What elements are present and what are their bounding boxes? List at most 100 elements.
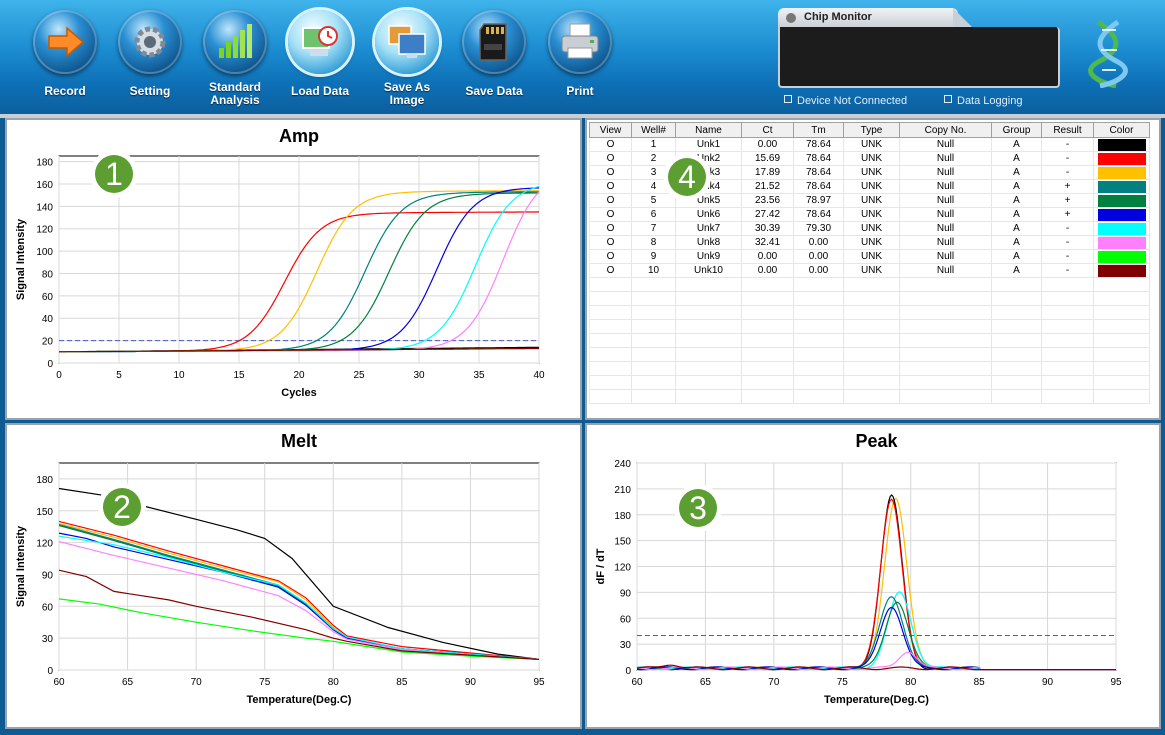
y-tick-label: 0	[625, 666, 631, 677]
table-row[interactable]	[589, 319, 1150, 334]
table-cell	[793, 375, 844, 390]
table-cell	[675, 277, 742, 292]
x-tick-label: 75	[837, 677, 849, 688]
print-label: Print	[566, 84, 594, 98]
marker-badge	[103, 488, 141, 526]
table-row[interactable]	[589, 347, 1150, 362]
column-header[interactable]: Group	[991, 122, 1042, 138]
table-cell	[1093, 263, 1150, 278]
saveimg-button[interactable]: Save As Image	[365, 8, 449, 108]
setting-button[interactable]: Setting	[108, 8, 192, 108]
column-header[interactable]: Tm	[793, 122, 844, 138]
column-header[interactable]: Ct	[741, 122, 794, 138]
table-row[interactable]	[589, 361, 1150, 376]
series-line-10	[58, 569, 540, 660]
table-row[interactable]	[589, 291, 1150, 306]
table-cell	[631, 389, 676, 404]
table-cell: 0.00	[741, 249, 794, 264]
column-header[interactable]: View	[589, 122, 632, 138]
standard-button[interactable]: Standard Analysis	[193, 8, 277, 108]
color-swatch[interactable]	[1097, 194, 1146, 207]
color-swatch[interactable]	[1097, 222, 1146, 235]
column-header[interactable]: Type	[843, 122, 900, 138]
table-row[interactable]: O 1 Unk1 0.00 78.64 UNK Null A -	[589, 137, 1150, 152]
setting-label: Setting	[129, 84, 171, 98]
amp-chart: Amp 0 5 10 15 20 25 30 35 40 0 20 40 60 80 100 120 140 160…	[15, 126, 545, 399]
record-button[interactable]: Record	[23, 8, 107, 108]
table-cell: Null	[899, 165, 992, 180]
color-swatch[interactable]	[1097, 152, 1146, 165]
savedata-button[interactable]: Save Data	[452, 8, 536, 108]
table-cell	[1093, 179, 1150, 194]
marker-4: 4	[663, 153, 711, 201]
load-button[interactable]: Load Data	[278, 8, 362, 108]
table-row[interactable]: O 6 Unk6 27.42 78.64 UNK Null A +	[589, 207, 1150, 222]
column-header[interactable]: Well#	[631, 122, 676, 138]
peak-panel: Peak 60 65 70 75 80 85 90 95 0 30 60 90 120 150 180 210 2…	[585, 423, 1161, 729]
color-swatch[interactable]	[1097, 180, 1146, 193]
color-swatch[interactable]	[1097, 208, 1146, 221]
table-cell	[1093, 347, 1150, 362]
color-swatch[interactable]	[1097, 236, 1146, 249]
table-cell	[991, 375, 1042, 390]
table-cell	[1093, 277, 1150, 292]
table-cell	[1093, 389, 1150, 404]
results-table: View Well# Name Ct Tm Type Copy No. Group Result…	[589, 122, 1150, 404]
y-tick-label: 140	[36, 202, 53, 213]
table-cell	[675, 361, 742, 376]
column-header[interactable]: Result	[1041, 122, 1094, 138]
table-row[interactable]: O 7 Unk7 30.39 79.30 UNK Null A -	[589, 221, 1150, 236]
table-cell	[1041, 347, 1094, 362]
table-row[interactable]	[589, 305, 1150, 320]
table-cell	[843, 305, 900, 320]
print-button[interactable]: Print	[538, 8, 622, 108]
table-row[interactable]: O 5 Unk5 23.56 78.97 UNK Null A +	[589, 193, 1150, 208]
column-header[interactable]: Color	[1093, 122, 1150, 138]
table-cell: A	[991, 235, 1042, 250]
standard-label: Standard	[208, 80, 261, 94]
table-cell: Null	[899, 221, 992, 236]
table-cell	[1041, 361, 1094, 376]
x-tick-label: 60	[53, 677, 65, 688]
x-tick-label: 60	[631, 677, 643, 688]
y-tick-label: 80	[42, 269, 54, 280]
color-swatch[interactable]	[1097, 138, 1146, 151]
table-row[interactable]	[589, 375, 1150, 390]
table-row[interactable]	[589, 389, 1150, 404]
table-row[interactable]: O 10 Unk10 0.00 0.00 UNK Null A -	[589, 263, 1150, 278]
column-header[interactable]: Name	[675, 122, 742, 138]
table-row[interactable]: O 9 Unk9 0.00 0.00 UNK Null A -	[589, 249, 1150, 264]
table-cell	[991, 319, 1042, 334]
table-cell	[675, 319, 742, 334]
table-cell	[793, 389, 844, 404]
table-cell: A	[991, 151, 1042, 166]
table-cell: 0.00	[741, 263, 794, 278]
table-cell: -	[1041, 249, 1094, 264]
table-cell: Null	[899, 151, 992, 166]
y-tick-label: 120	[36, 225, 53, 236]
melt-panel: Melt 60 65 70 75 80 85 90 95 0 30 60 90 120 150 180 Temp…	[5, 423, 582, 729]
table-cell	[793, 347, 844, 362]
color-swatch[interactable]	[1097, 264, 1146, 277]
table-row[interactable]	[589, 277, 1150, 292]
column-header[interactable]: Copy No.	[899, 122, 992, 138]
saveimg-label: Save As	[383, 80, 431, 94]
table-cell: 23.56	[741, 193, 794, 208]
table-cell	[675, 333, 742, 348]
table-cell	[1041, 319, 1094, 334]
marker-badge	[679, 489, 717, 527]
table-cell: 17.89	[741, 165, 794, 180]
table-cell	[1093, 193, 1150, 208]
table-row[interactable]: O 8 Unk8 32.41 0.00 UNK Null A -	[589, 235, 1150, 250]
table-row[interactable]	[589, 333, 1150, 348]
table-cell	[741, 305, 794, 320]
color-swatch[interactable]	[1097, 166, 1146, 179]
table-cell: -	[1041, 165, 1094, 180]
saveimg-button-circle	[375, 10, 439, 74]
arrow-right-icon	[48, 26, 85, 58]
color-swatch[interactable]	[1097, 250, 1146, 263]
x-tick-label: 95	[533, 677, 545, 688]
table-cell	[843, 389, 900, 404]
data-logging-label: Data Logging	[957, 95, 1023, 107]
